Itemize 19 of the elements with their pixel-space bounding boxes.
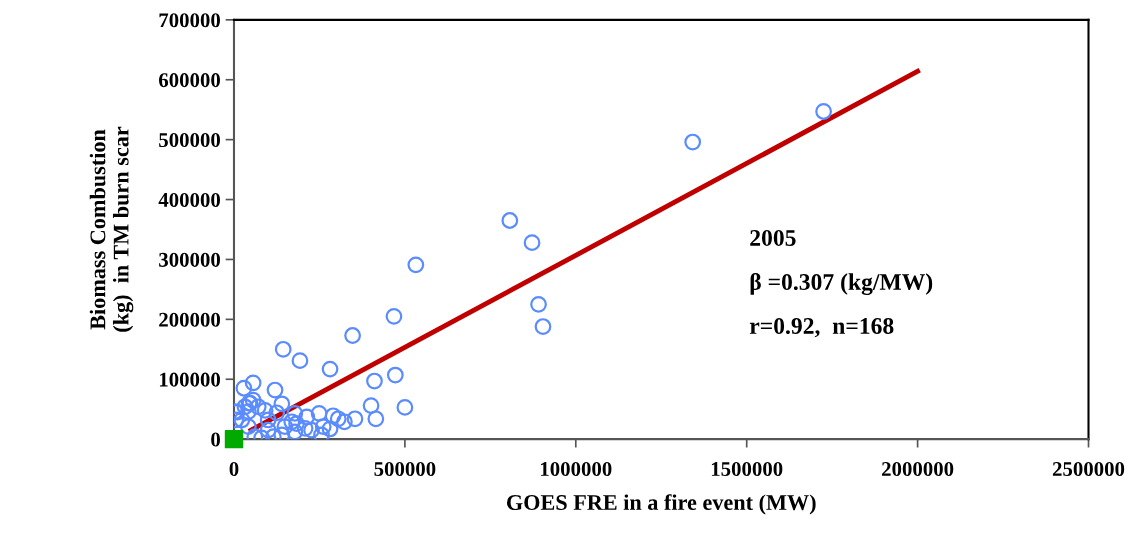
y-tick-label: 400000: [158, 192, 220, 207]
annotation: r=0.92, n=168: [749, 318, 894, 338]
y-tick-label: 100000: [159, 372, 220, 387]
annotation: 2005: [750, 229, 796, 246]
x-tick-label: 1500000: [711, 461, 783, 477]
y-tick-label: 300000: [159, 252, 220, 267]
y-axis-title: Biomass Combustion (kg) in TM burn scar: [89, 126, 134, 332]
x-tick-label: 2000000: [882, 461, 954, 477]
x-tick-label: 1000000: [541, 461, 612, 477]
annotation: β =0.307 (kg/MW): [750, 273, 933, 295]
y-tick-label: 200000: [159, 312, 220, 327]
y-tick-label: 600000: [159, 73, 220, 88]
x-axis-title: GOES FRE in a fire event (MW): [506, 494, 816, 515]
x-tick-label: 500000: [374, 461, 436, 477]
x-tick-label: 0: [229, 461, 239, 477]
y-tick-label: 0: [211, 432, 220, 447]
x-tick-label: 2500000: [1052, 461, 1125, 477]
y-tick-label: 700000: [159, 13, 220, 28]
y-tick-label: 500000: [159, 133, 220, 148]
